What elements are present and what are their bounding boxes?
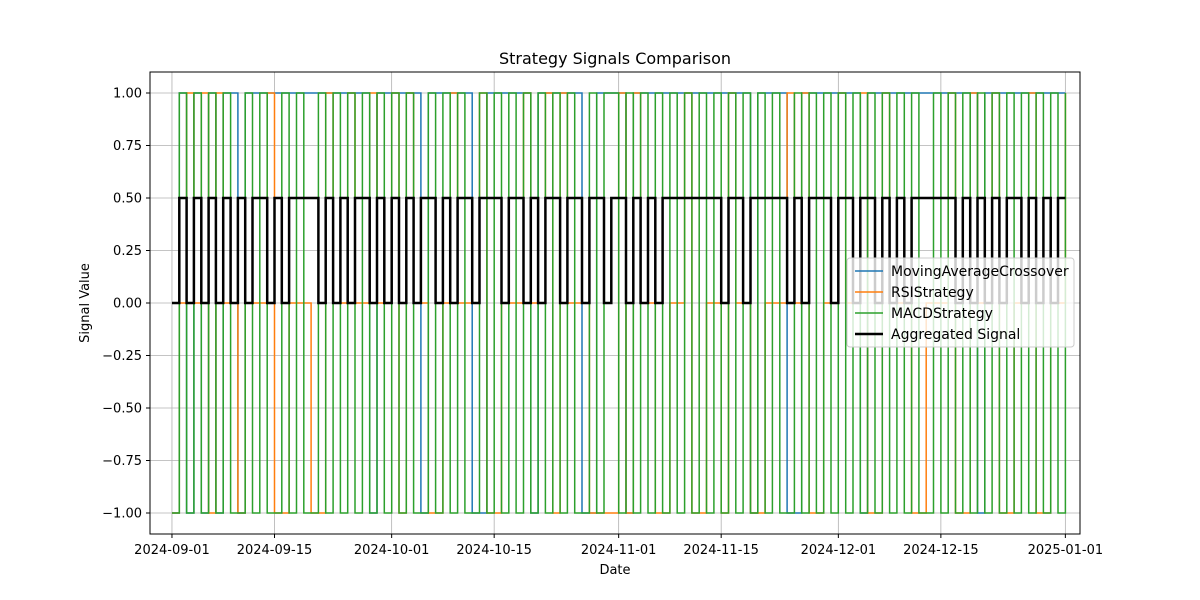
y-tick-label: 0.75 (113, 139, 142, 154)
y-axis-label: Signal Value (78, 263, 93, 343)
legend-label: MovingAverageCrossover (891, 264, 1069, 280)
legend-box (846, 257, 1075, 348)
y-tick-label: −0.25 (102, 349, 142, 364)
y-tick-label: −1.00 (102, 507, 142, 522)
legend: MovingAverageCrossover RSIStrategy MACDStr… (846, 257, 1075, 348)
x-tick-label: 2024-09-15 (237, 543, 313, 558)
legend-label: RSIStrategy (891, 285, 974, 301)
y-tick-label: 0.25 (113, 244, 142, 259)
y-tick-label: −0.50 (102, 402, 142, 417)
x-tick-label: 2025-01-01 (1028, 543, 1104, 558)
y-tick-label: −0.75 (102, 454, 142, 469)
x-tick-label: 2024-10-01 (354, 543, 430, 558)
x-tick-label: 2024-09-01 (134, 543, 210, 558)
x-axis: 2024-09-01 2024-09-15 2024-10-01 2024-10-15… (134, 534, 1103, 558)
legend-label: Aggregated Signal (891, 327, 1020, 343)
x-tick-label: 2024-12-01 (801, 543, 877, 558)
x-axis-label: Date (599, 563, 630, 578)
legend-label: MACDStrategy (891, 306, 993, 322)
y-tick-label: 0.50 (113, 192, 142, 207)
x-tick-label: 2024-10-15 (456, 543, 532, 558)
y-tick-label: 1.00 (113, 87, 142, 102)
x-tick-label: 2024-11-01 (581, 543, 657, 558)
chart-title: Strategy Signals Comparison (499, 49, 731, 68)
x-tick-label: 2024-11-15 (683, 543, 759, 558)
y-tick-label: 0.00 (113, 297, 142, 312)
y-axis: −1.00 −0.75 −0.50 −0.25 0.00 0.25 0.50 0.75 1.00 (102, 87, 150, 522)
x-tick-label: 2024-12-15 (903, 543, 979, 558)
series-line-aggregated-signal (172, 196, 1066, 305)
